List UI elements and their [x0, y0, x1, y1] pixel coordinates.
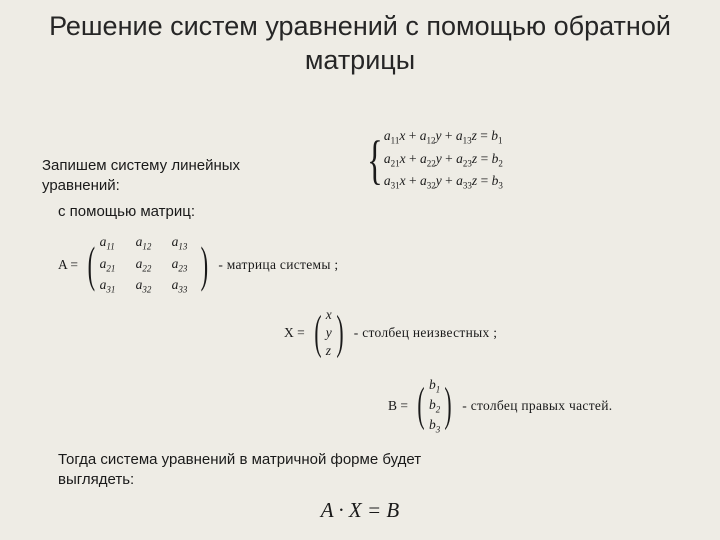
matrix-b-label: B = — [388, 398, 408, 414]
paren-open-icon: ( — [88, 243, 95, 286]
matrix-x-desc: - столбец неизвестных ; — [354, 325, 498, 341]
paren-close-icon: ) — [200, 243, 207, 286]
intro-text-2: с помощью матриц: — [58, 202, 198, 222]
matrix-cell: b2 — [429, 396, 440, 416]
matrix-cell: z — [326, 342, 332, 360]
matrix-b-desc: - столбец правых частей. — [462, 398, 612, 414]
intro-text-3: Тогда система уравнений в матричной форм… — [58, 450, 478, 489]
matrix-x-label: X = — [284, 325, 305, 341]
paren-close-icon: ) — [445, 385, 452, 426]
matrix-b: B = ( b1 b2 b3 ) - столбец правых частей… — [388, 376, 612, 435]
final-equation: A · X = B — [0, 498, 720, 523]
matrix-a: A = ( a11 a12 a13 a21 a22 a23 a31 a32 a3… — [58, 232, 338, 297]
matrix-cell: y — [326, 324, 332, 342]
brace-icon: { — [367, 136, 383, 185]
equation-row: a21x + a22y + a23z = b2 — [384, 149, 503, 172]
matrix-cell: b1 — [429, 376, 440, 396]
matrix-a-desc: - матрица системы ; — [218, 257, 338, 273]
paren-open-icon: ( — [314, 313, 321, 354]
matrix-x: X = ( x y z ) - столбец неизвестных ; — [284, 306, 497, 361]
matrix-cell: b3 — [429, 416, 440, 436]
matrix-a-label: A = — [58, 257, 78, 273]
equation-row: a11x + a12y + a13z = b1 — [384, 126, 503, 149]
system-of-equations: { a11x + a12y + a13z = b1 a21x + a22y + … — [362, 126, 503, 194]
slide-title: Решение систем уравнений с помощью обрат… — [0, 10, 720, 78]
equation-row: a31x + a32y + a33z = b3 — [384, 171, 503, 194]
intro-text-1: Запишем систему линейных уравнений: — [42, 156, 272, 195]
matrix-cell: x — [326, 306, 332, 324]
paren-close-icon: ) — [336, 313, 343, 354]
paren-open-icon: ( — [417, 385, 424, 426]
